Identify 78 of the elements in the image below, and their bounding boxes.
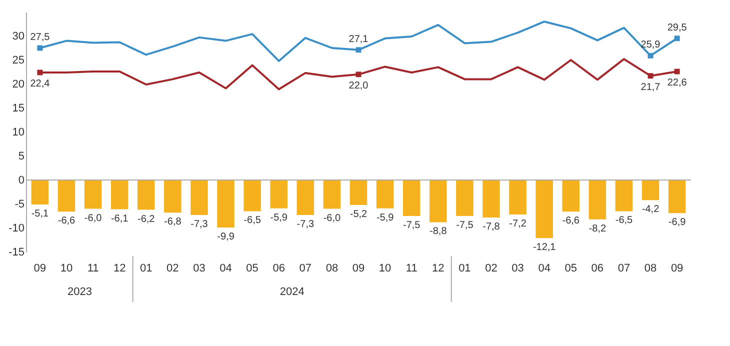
data-label: -9,9	[217, 232, 235, 243]
data-label: 27,5	[30, 32, 50, 43]
point	[37, 70, 43, 76]
y-tick-label: 20	[12, 78, 24, 90]
x-tick-label: 06	[591, 262, 604, 274]
data-label: -12,1	[532, 242, 556, 254]
point	[356, 47, 362, 53]
data-label: -7,8	[482, 221, 500, 232]
data-label: -6,1	[110, 213, 129, 224]
data-label: -7,5	[456, 220, 474, 231]
point	[648, 52, 654, 58]
x-tick-label: 08	[326, 262, 338, 274]
data-label: -6,0	[84, 212, 102, 224]
x-tick-label: 06	[272, 262, 285, 274]
x-tick-label: 09	[352, 262, 365, 274]
point	[674, 68, 680, 74]
y-tick-label: -15	[8, 246, 24, 258]
x-tick-label: 11	[87, 262, 99, 274]
y-tick-label: -5	[14, 198, 24, 210]
x-tick-label: 11	[406, 262, 418, 274]
x-tick-label: 07	[618, 262, 630, 274]
data-label: -4,2	[642, 204, 660, 216]
data-label: -7,3	[296, 219, 314, 230]
data-label: -5,1	[31, 208, 49, 220]
x-tick-label: 04	[220, 262, 232, 274]
data-label: -7,3	[190, 219, 208, 230]
x-tick-label: 01	[458, 262, 471, 274]
data-label: -8,8	[430, 226, 448, 238]
x-tick-label: 05	[246, 262, 258, 274]
point	[37, 45, 43, 51]
x-tick-label: 07	[299, 262, 312, 274]
data-label: 22,4	[30, 78, 50, 90]
data-label: 29,5	[667, 22, 688, 34]
x-tick-label: 02	[166, 262, 179, 274]
x-tick-label: 12	[432, 262, 444, 274]
data-label: -6,2	[138, 214, 156, 225]
data-label: -6,9	[668, 217, 686, 228]
x-tick-label: 04	[538, 262, 550, 274]
x-tick-label: 09	[34, 262, 46, 274]
y-tick-label: 0	[18, 174, 24, 186]
data-label: -6,6	[562, 216, 580, 227]
y-tick-label: 30	[12, 30, 24, 42]
text: 2024	[280, 286, 304, 298]
y-tick-label: -10	[8, 222, 24, 234]
data-label: -6,0	[323, 212, 342, 224]
y-tick-label: 5	[18, 150, 24, 162]
data-label: -7,5	[402, 220, 421, 231]
data-label: -5,9	[270, 212, 288, 224]
data-label: 21,7	[640, 82, 661, 93]
x-tick-label: 09	[670, 262, 684, 274]
data-label: -5,9	[376, 212, 394, 224]
x-tick-label: 10	[60, 262, 73, 274]
data-label: -6,5	[615, 215, 634, 226]
data-label: -7,2	[509, 218, 527, 230]
data-label: -6,8	[164, 216, 182, 228]
point	[356, 72, 362, 78]
data-label: -8,2	[588, 223, 606, 234]
y-tick-label: 15	[12, 102, 24, 114]
x-tick-label: 05	[564, 262, 577, 274]
data-label: 22,6	[667, 78, 688, 89]
data-label: 27,1	[348, 34, 369, 45]
y-tick-label: 25	[12, 54, 24, 66]
x-tick-label: 08	[644, 262, 657, 274]
x-tick-label: 12	[113, 262, 126, 274]
data-label: 22,0	[348, 80, 369, 92]
point	[648, 73, 654, 79]
data-label: -6,5	[244, 215, 262, 226]
data-label: 25,9	[640, 40, 661, 51]
x-tick-label: 03	[193, 262, 206, 274]
x-tick-label: 10	[378, 262, 392, 274]
data-label: -5,2	[350, 208, 368, 220]
x-tick-label: 02	[485, 262, 498, 274]
x-tick-label: 01	[140, 262, 152, 274]
x-tick-label: 03	[512, 262, 524, 274]
y-tick-label: 10	[12, 126, 24, 138]
point	[674, 36, 680, 42]
data-label: -6,6	[58, 216, 76, 227]
text: 2023	[68, 286, 92, 298]
